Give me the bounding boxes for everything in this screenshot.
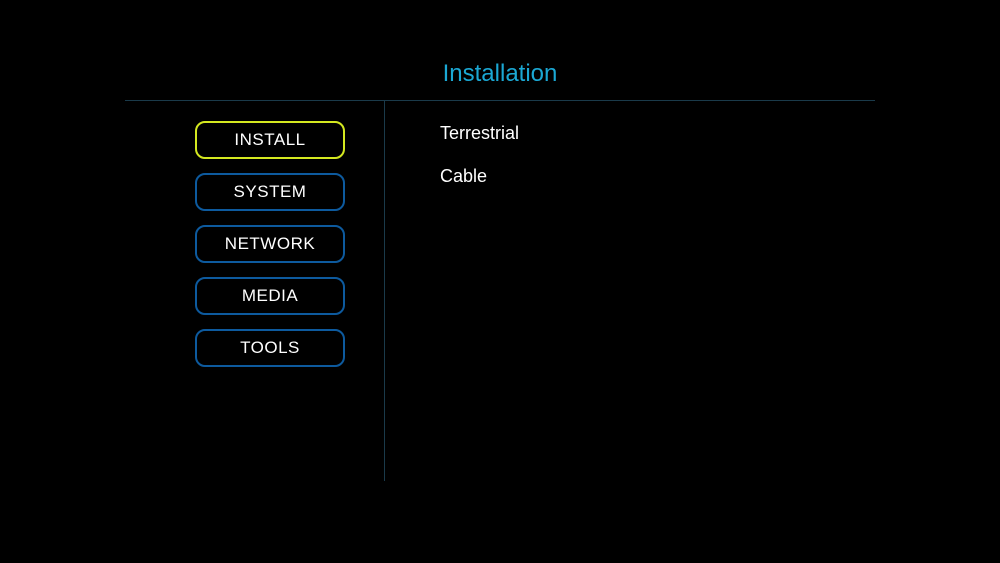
- menu-item-media[interactable]: MEDIA: [195, 277, 345, 315]
- menu-item-label: NETWORK: [225, 234, 315, 254]
- sidebar-menu: INSTALL SYSTEM NETWORK MEDIA TOOLS: [125, 101, 385, 481]
- page-title: Installation: [125, 60, 875, 88]
- menu-item-label: MEDIA: [242, 286, 298, 306]
- option-terrestrial[interactable]: Terrestrial: [440, 123, 875, 144]
- settings-container: Installation INSTALL SYSTEM NETWORK MEDI…: [0, 0, 1000, 563]
- main-panel: Terrestrial Cable: [385, 101, 875, 481]
- menu-item-network[interactable]: NETWORK: [195, 225, 345, 263]
- content-wrapper: INSTALL SYSTEM NETWORK MEDIA TOOLS Terre…: [125, 101, 875, 481]
- menu-item-label: SYSTEM: [234, 182, 307, 202]
- menu-item-label: INSTALL: [234, 130, 305, 150]
- option-label: Terrestrial: [440, 123, 519, 143]
- menu-item-label: TOOLS: [240, 338, 300, 358]
- menu-item-tools[interactable]: TOOLS: [195, 329, 345, 367]
- option-cable[interactable]: Cable: [440, 166, 875, 187]
- menu-item-install[interactable]: INSTALL: [195, 121, 345, 159]
- option-label: Cable: [440, 166, 487, 186]
- menu-item-system[interactable]: SYSTEM: [195, 173, 345, 211]
